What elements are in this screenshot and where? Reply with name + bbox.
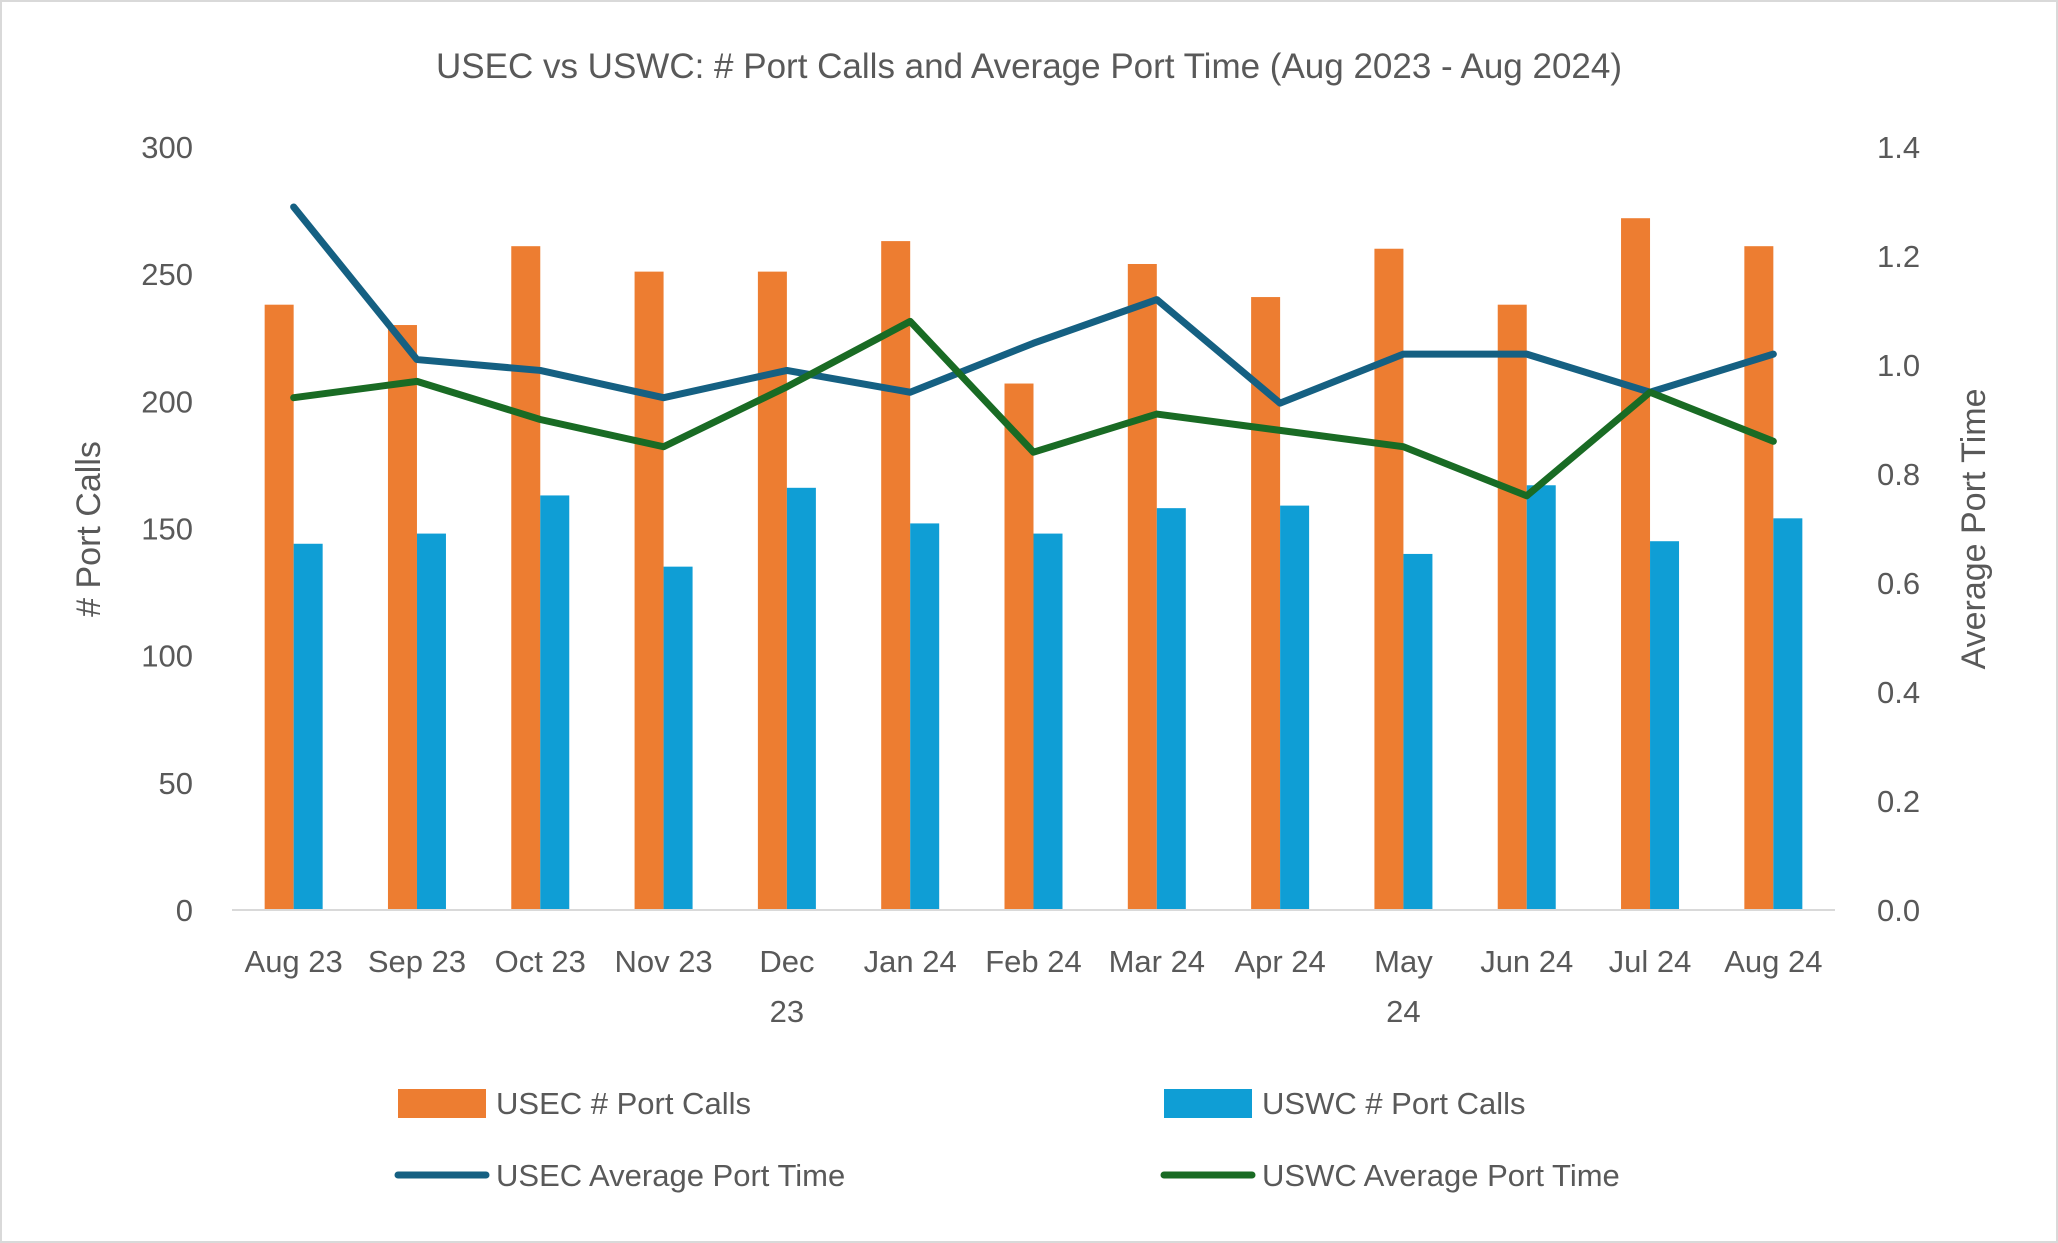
legend-swatch xyxy=(398,1089,486,1118)
bar-usec-port-calls-11 xyxy=(1621,218,1651,911)
y2-tick-label: 0.2 xyxy=(1877,784,1920,819)
x-tick-label: Mar 24 xyxy=(1109,944,1205,979)
x-tick-label: Aug 24 xyxy=(1724,944,1822,979)
y-tick-label: 100 xyxy=(141,639,193,674)
legend-item: USEC Average Port Time xyxy=(394,1158,845,1193)
bar-uswc-port-calls-5 xyxy=(910,523,940,910)
bar-usec-port-calls-6 xyxy=(1004,383,1034,910)
bar-usec-port-calls-7 xyxy=(1127,263,1157,910)
bar-usec-port-calls-2 xyxy=(511,246,541,910)
bar-uswc-port-calls-8 xyxy=(1280,505,1310,910)
x-tick-label: Dec 23 xyxy=(759,944,814,1029)
x-tick-label: Aug 23 xyxy=(245,944,343,979)
y-tick-label: 300 xyxy=(141,130,193,165)
y-tick-label: 250 xyxy=(141,257,193,292)
bar-uswc-port-calls-3 xyxy=(663,566,693,910)
bar-usec-port-calls-10 xyxy=(1497,304,1527,911)
legend-item: USWC # Port Calls xyxy=(1164,1086,1526,1121)
x-tick-label: Nov 23 xyxy=(614,944,712,979)
bar-uswc-port-calls-0 xyxy=(293,543,323,910)
y2-tick-label: 0.4 xyxy=(1877,675,1920,710)
bar-usec-port-calls-0 xyxy=(264,304,294,911)
legend-label: USEC Average Port Time xyxy=(496,1158,845,1193)
legend-swatch xyxy=(1164,1089,1252,1118)
bar-uswc-port-calls-10 xyxy=(1526,485,1556,910)
y-tick-label: 0 xyxy=(176,893,193,928)
legend-label: USWC # Port Calls xyxy=(1262,1086,1526,1121)
x-tick-label: Jan 24 xyxy=(864,944,957,979)
legend-item: USEC # Port Calls xyxy=(398,1086,751,1121)
bar-usec-port-calls-4 xyxy=(757,271,787,911)
y2-tick-label: 0.8 xyxy=(1877,457,1920,492)
x-tick-label: May 24 xyxy=(1374,944,1433,1029)
x-tick-label: Jun 24 xyxy=(1480,944,1573,979)
y2-tick-label: 1.4 xyxy=(1877,130,1920,165)
legend-label: USWC Average Port Time xyxy=(1262,1158,1620,1193)
chart-title: USEC vs USWC: # Port Calls and Average P… xyxy=(436,47,1622,86)
bar-usec-port-calls-3 xyxy=(634,271,664,911)
y2-tick-label: 0.0 xyxy=(1877,893,1920,928)
bar-uswc-port-calls-12 xyxy=(1773,518,1803,910)
x-tick-label: Oct 23 xyxy=(495,944,586,979)
y2-tick-label: 1.0 xyxy=(1877,348,1920,383)
bar-usec-port-calls-5 xyxy=(881,241,911,910)
y-axis-title: # Port Calls xyxy=(70,441,108,617)
bar-usec-port-calls-1 xyxy=(387,325,417,910)
bar-uswc-port-calls-6 xyxy=(1033,533,1063,910)
y2-axis-title: Average Port Time xyxy=(1955,389,1993,670)
bar-uswc-port-calls-7 xyxy=(1156,508,1186,910)
y-tick-label: 50 xyxy=(159,766,193,801)
x-tick-label: Sep 23 xyxy=(368,944,466,979)
x-tick-label: Feb 24 xyxy=(985,944,1082,979)
bar-usec-port-calls-9 xyxy=(1374,248,1404,910)
y2-tick-label: 0.6 xyxy=(1877,566,1920,601)
bar-uswc-port-calls-9 xyxy=(1403,553,1433,910)
bar-usec-port-calls-12 xyxy=(1744,246,1774,910)
bar-uswc-port-calls-2 xyxy=(540,495,570,910)
x-tick-label: Apr 24 xyxy=(1234,944,1325,979)
legend-label: USEC # Port Calls xyxy=(496,1086,751,1121)
bar-uswc-port-calls-1 xyxy=(416,533,446,910)
legend-item: USWC Average Port Time xyxy=(1160,1158,1620,1193)
bar-uswc-port-calls-11 xyxy=(1650,541,1680,910)
y-tick-label: 150 xyxy=(141,512,193,547)
y-tick-label: 200 xyxy=(141,384,193,419)
bar-uswc-port-calls-4 xyxy=(786,487,816,910)
y2-tick-label: 1.2 xyxy=(1877,239,1920,274)
x-tick-label: Jul 24 xyxy=(1609,944,1692,979)
